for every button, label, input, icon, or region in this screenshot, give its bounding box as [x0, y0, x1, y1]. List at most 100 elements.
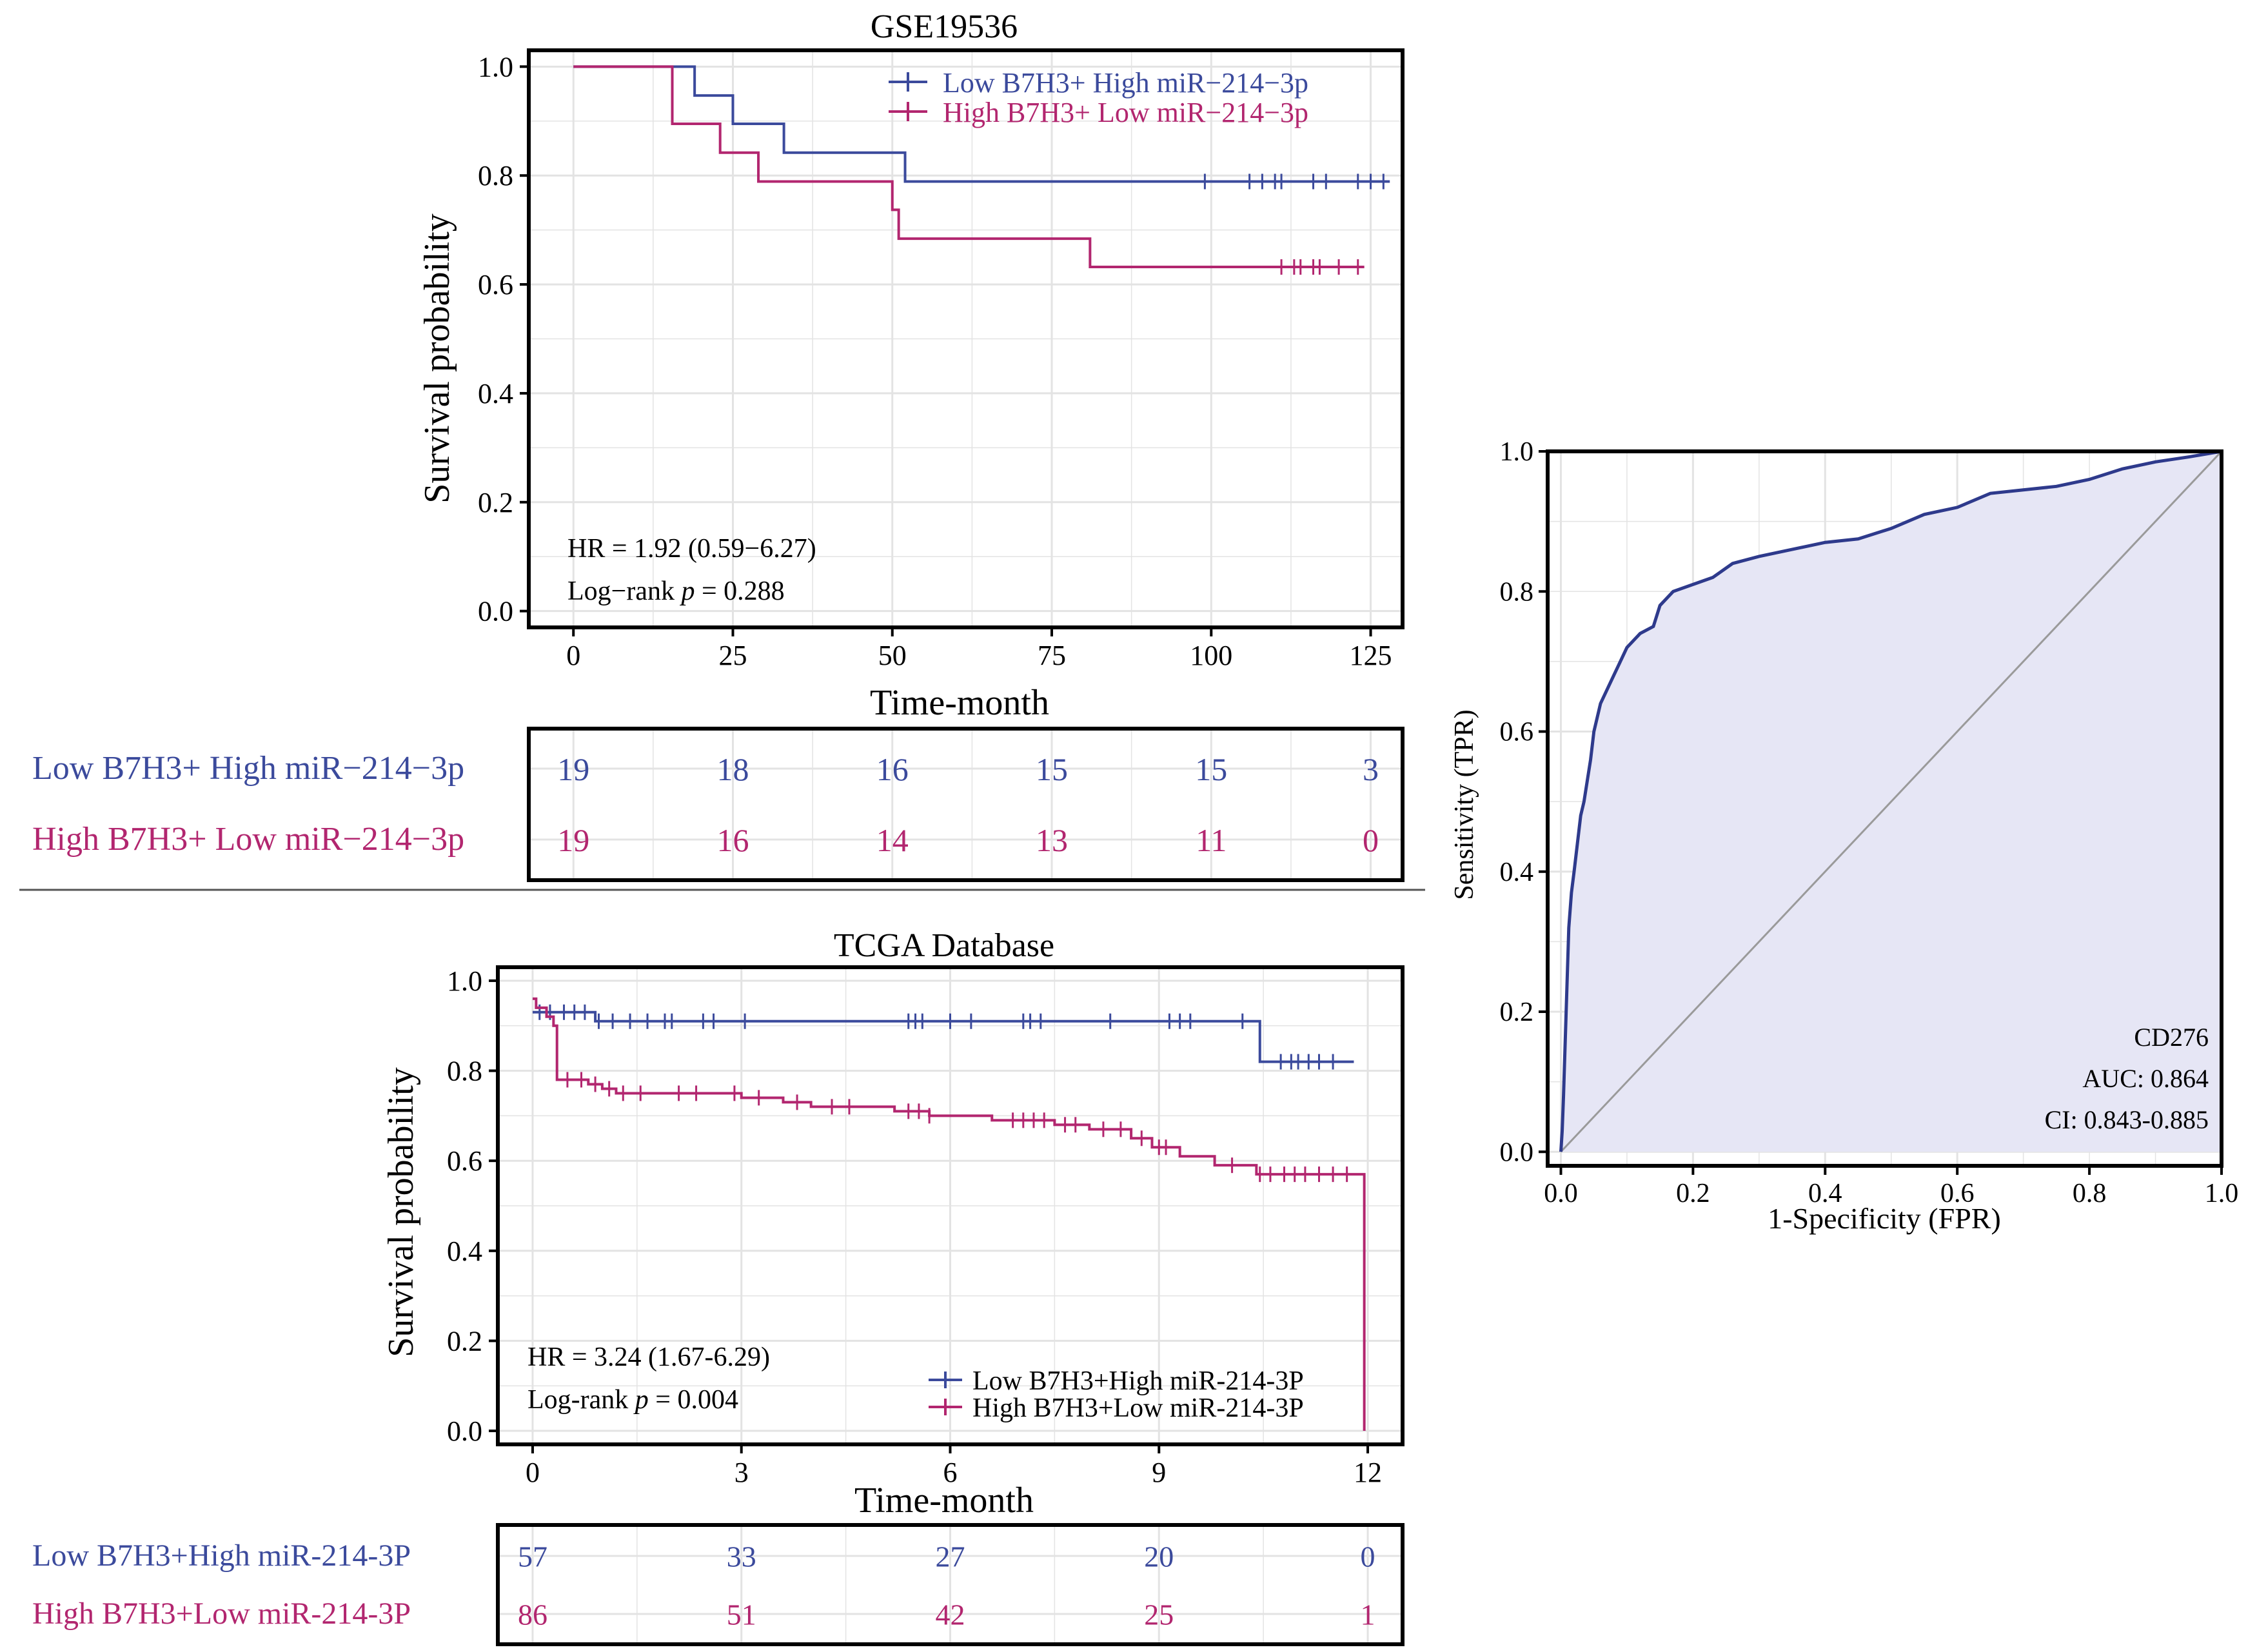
gse-series-low-line [573, 65, 1390, 183]
gse-y-axis-label: Survival probability [417, 213, 457, 504]
roc-x-tick-label: 0.4 [1808, 1179, 1842, 1208]
gse-grid [529, 50, 1403, 627]
gse-risk-value: 19 [557, 751, 589, 787]
tcga-risk-value: 57 [518, 1540, 547, 1573]
roc-y-ticks: 0.0 0.2 0.4 0.6 0.8 1.0 [1500, 437, 1548, 1167]
roc-y-tick-label: 0.2 [1500, 998, 1534, 1027]
gse-risk-value: 11 [1196, 822, 1227, 858]
gse-logrank-annotation: Log−rank p = 0.288 [567, 576, 785, 606]
tcga-risk-value: 0 [1361, 1540, 1375, 1573]
gse-logrank-p: p [679, 576, 695, 606]
tcga-risk-row-label-high: High B7H3+Low miR-214-3P [32, 1597, 411, 1631]
tcga-legend: Low B7H3+High miR-214-3P High B7H3+Low m… [929, 1366, 1304, 1423]
tcga-y-axis-label: Survival probability [381, 1067, 421, 1357]
gse-risk-value: 3 [1363, 751, 1379, 787]
tcga-risk-value: 20 [1144, 1540, 1174, 1573]
gse-risk-value: 16 [716, 822, 749, 858]
roc-y-tick-label: 1.0 [1500, 437, 1534, 467]
tcga-x-ticks: 0 3 6 9 12 [526, 1444, 1382, 1488]
gse-risk-row-label-high: High B7H3+ Low miR−214−3p [32, 821, 464, 858]
gse-risk-value: 0 [1363, 822, 1379, 858]
gse-y-tick-label: 1.0 [478, 51, 513, 83]
roc-x-tick-label: 0.8 [2073, 1179, 2107, 1208]
tcga-x-tick-label: 6 [943, 1457, 958, 1488]
tcga-risk-value: 25 [1144, 1598, 1174, 1631]
tcga-logrank-annotation: Log-rank p = 0.004 [527, 1385, 738, 1415]
tcga-risk-frame [496, 1523, 1404, 1646]
roc-x-ticks: 0.0 0.2 0.4 0.6 0.8 1.0 [1544, 1166, 2238, 1208]
gse-y-tick-label: 0.6 [478, 269, 513, 300]
tcga-y-tick-label: 0.6 [447, 1145, 482, 1177]
tcga-title: TCGA Database [834, 927, 1054, 964]
tcga-risk-grid [498, 1525, 1403, 1644]
gse-risk-value: 14 [876, 822, 909, 858]
tcga-legend-low-label: Low B7H3+High miR-214-3P [972, 1366, 1304, 1396]
gse-risk-table: Low B7H3+ High miR−214−3p High B7H3+ Low… [32, 727, 1404, 882]
tcga-series-group [532, 997, 1366, 1431]
roc-y-tick-label: 0.4 [1500, 858, 1534, 887]
gse-x-tick-label: 50 [878, 640, 907, 671]
tcga-risk-value: 86 [518, 1598, 547, 1631]
tcga-x-tick-label: 12 [1354, 1457, 1382, 1488]
tcga-km-panel: TCGA Database 0.00.20.40.60.81.0 0 3 6 9 12 … [381, 927, 1404, 1520]
gse-risk-value: 18 [716, 751, 749, 787]
gse-y-ticks: 0.0 0.2 0.4 0.6 0.8 1.0 [478, 51, 529, 627]
roc-y-axis-label: Sensitivity (TPR) [1450, 709, 1479, 900]
tcga-risk-value: 42 [936, 1598, 965, 1631]
gse-risk-value: 15 [1195, 751, 1227, 787]
roc-x-tick-label: 0.6 [1940, 1179, 1975, 1208]
gse-risk-value: 16 [876, 751, 909, 787]
gse-y-tick-label: 0.0 [478, 596, 513, 627]
roc-annotation-ci: CI: 0.843-0.885 [2045, 1105, 2209, 1134]
tcga-series-low-line [532, 1010, 1354, 1063]
tcga-y-ticks: 0.0 0.2 0.4 0.6 0.8 1.0 [447, 965, 498, 1447]
tcga-y-tick-label: 0.8 [447, 1056, 482, 1087]
roc-y-tick-label: 0.0 [1500, 1137, 1534, 1167]
roc-x-tick-label: 1.0 [2205, 1179, 2239, 1208]
gse-risk-row-label-low: Low B7H3+ High miR−214−3p [32, 750, 464, 787]
roc-x-axis-label: 1-Specificity (FPR) [1768, 1202, 2001, 1235]
gse-risk-frame [527, 727, 1404, 882]
roc-annotation-auc: AUC: 0.864 [2082, 1064, 2209, 1093]
tcga-hr-annotation: HR = 3.24 (1.67-6.29) [527, 1342, 770, 1372]
roc-curve [1559, 449, 2222, 1152]
gse-risk-value: 19 [557, 822, 589, 858]
gse-x-tick-label: 25 [718, 640, 747, 671]
tcga-y-tick-label: 0.2 [447, 1325, 482, 1357]
tcga-series-high-line [532, 997, 1366, 1431]
gse-legend: Low B7H3+ High miR−214−3p High B7H3+ Low… [889, 67, 1308, 128]
tcga-risk-value: 33 [727, 1540, 756, 1573]
gse-logrank-prefix: Log−rank [567, 576, 681, 606]
gse-plot-frame [527, 48, 1404, 629]
roc-x-tick-label: 0.0 [1544, 1179, 1578, 1208]
tcga-y-tick-label: 0.4 [447, 1235, 482, 1267]
tcga-risk-value: 27 [936, 1540, 965, 1573]
gse-km-panel: GSE19536 0.0 0.2 0.4 0.6 0.8 1.0 0 25 50 75 100 12… [417, 8, 1404, 723]
roc-diagonal-reference [1560, 450, 2223, 1153]
gse-y-tick-label: 0.4 [478, 378, 513, 409]
tcga-x-axis-label: Time-month [854, 1480, 1034, 1520]
gse-x-tick-label: 0 [566, 640, 580, 671]
tcga-x-tick-label: 9 [1152, 1457, 1166, 1488]
tcga-y-tick-label: 1.0 [447, 965, 482, 997]
tcga-y-tick-label: 0.0 [447, 1415, 482, 1447]
gse-legend-low-label: Low B7H3+ High miR−214−3p [943, 67, 1308, 99]
tcga-legend-high-label: High B7H3+Low miR-214-3P [972, 1393, 1304, 1423]
gse-risk-grid [529, 729, 1403, 880]
gse-x-ticks: 0 25 50 75 100 125 [566, 627, 1392, 671]
gse-x-axis-label: Time-month [870, 683, 1049, 723]
gse-title: GSE19536 [871, 8, 1018, 45]
tcga-risk-values: 57 33 27 20 0 86 51 42 25 1 [518, 1540, 1375, 1631]
roc-annotation-name: CD276 [2134, 1023, 2209, 1052]
gse-series-high-line [573, 65, 1365, 269]
tcga-logrank-value: = 0.004 [649, 1385, 738, 1415]
roc-plot-frame [1546, 449, 2223, 1168]
roc-y-tick-label: 0.8 [1500, 577, 1534, 607]
tcga-logrank-prefix: Log-rank [527, 1385, 635, 1415]
roc-x-tick-label: 0.2 [1676, 1179, 1710, 1208]
tcga-grid [498, 967, 1403, 1444]
gse-x-tick-label: 125 [1350, 640, 1392, 671]
tcga-risk-table: Low B7H3+High miR-214-3P High B7H3+Low m… [32, 1523, 1404, 1646]
gse-risk-values: 19 18 16 15 15 3 19 16 14 13 11 0 [557, 751, 1379, 858]
